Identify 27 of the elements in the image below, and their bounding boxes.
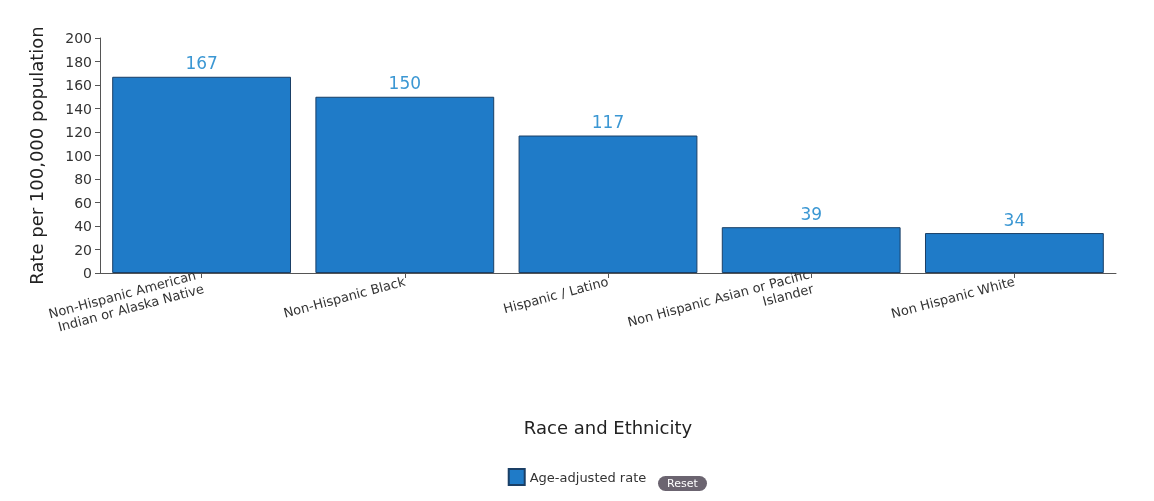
legend-label: Age-adjusted rate bbox=[529, 469, 647, 485]
data-label: 167 bbox=[185, 53, 218, 74]
y-tick-label: 140 bbox=[65, 100, 92, 117]
bar bbox=[924, 233, 1104, 273]
data-label: 34 bbox=[1003, 209, 1026, 230]
y-tick-label: 20 bbox=[74, 241, 92, 258]
y-tick-label: 160 bbox=[65, 77, 92, 93]
bar bbox=[315, 96, 495, 273]
y-tick-label: 80 bbox=[74, 171, 92, 187]
x-tick-label: Non Hispanic White bbox=[889, 273, 1017, 322]
bar bbox=[112, 76, 292, 273]
y-tick-label: 40 bbox=[74, 218, 92, 234]
y-axis-title: Rate per 100,000 population bbox=[25, 26, 47, 285]
data-label: 150 bbox=[388, 73, 422, 94]
y-tick-label: 0 bbox=[83, 265, 92, 281]
x-tick-label: Hispanic / Latino bbox=[501, 273, 610, 317]
reset-button: Reset bbox=[658, 476, 707, 491]
y-tick-label: 180 bbox=[65, 53, 92, 70]
data-label: 39 bbox=[800, 203, 823, 224]
x-axis-title: Race and Ethnicity bbox=[523, 416, 693, 438]
bar bbox=[721, 227, 901, 273]
y-tick-label: 120 bbox=[65, 124, 92, 140]
bar bbox=[518, 135, 698, 273]
y-tick-label: 100 bbox=[65, 147, 92, 164]
data-label: 117 bbox=[591, 112, 625, 133]
y-tick-label: 60 bbox=[74, 194, 92, 211]
y-tick-label: 200 bbox=[65, 30, 92, 46]
